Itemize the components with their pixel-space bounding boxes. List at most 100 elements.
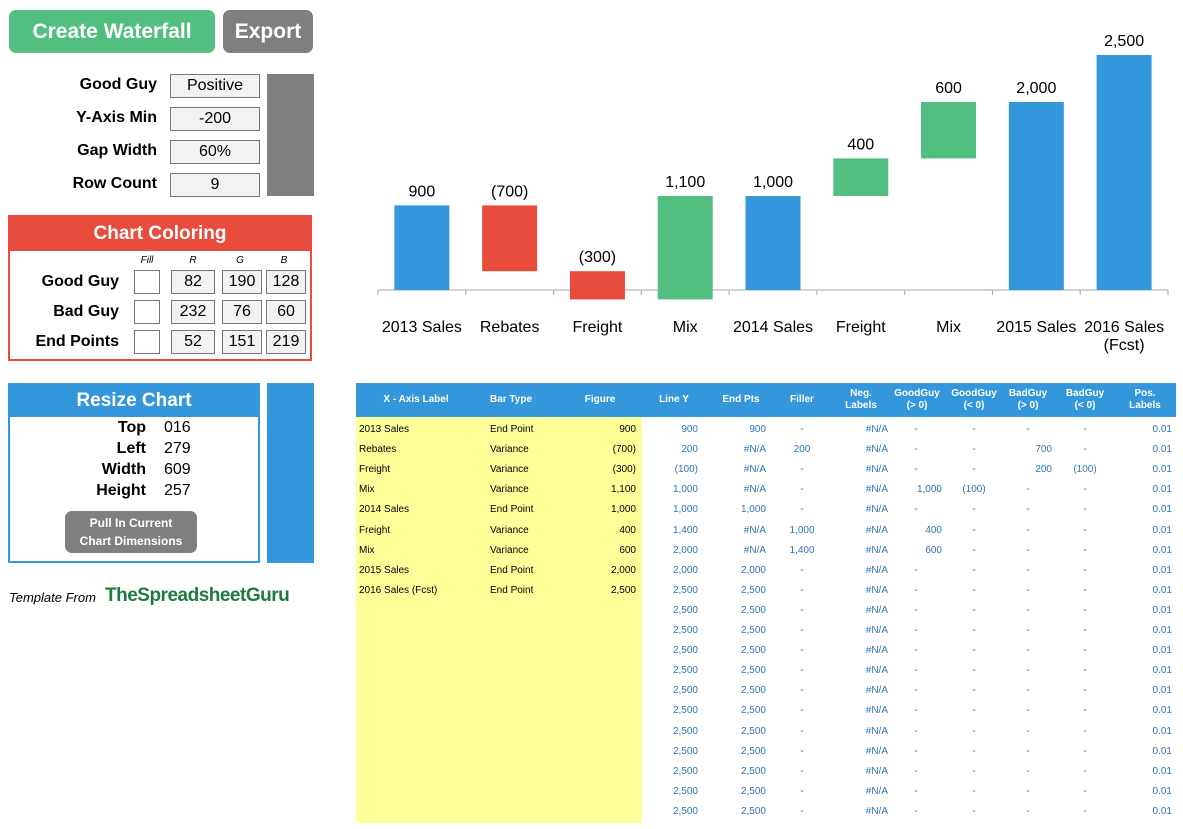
category-tick-label: Freight [573,319,623,336]
badguy-neg-cell: - [1083,665,1087,677]
input-columns-yellow [356,417,642,823]
template-credit-brand[interactable]: TheSpreadsheetGuru [105,585,290,606]
line-y-cell: 2,500 [672,665,698,677]
waterfall-bar[interactable] [1008,102,1064,290]
figure-cell[interactable]: 900 [619,424,636,435]
color-b-input[interactable]: 219 [266,330,306,354]
category-tick-label: 2016 Sales [1084,319,1164,336]
x-axis-label-cell[interactable]: Rebates [359,444,397,456]
template-credit-prefix: Template From [9,590,96,605]
goodguy-pos-cell: - [914,805,918,817]
color-r-input[interactable]: 82 [171,270,215,294]
category-tick-label: Mix [673,319,698,336]
figure-cell[interactable]: 1,100 [610,484,636,496]
waterfall-bar[interactable] [833,158,889,196]
x-axis-label-cell[interactable]: Freight [359,524,391,536]
table-column-header: Filler [790,394,814,405]
category-tick-label: 2014 Sales [733,319,813,336]
badguy-neg-cell: - [1083,584,1087,596]
line-y-cell: 1,000 [672,504,698,516]
fill-checkbox[interactable] [134,300,160,324]
resize-value[interactable]: 279 [164,440,191,457]
figure-cell[interactable]: 2,500 [610,584,636,596]
badguy-pos-cell: - [1026,625,1030,636]
waterfall-bar[interactable] [394,205,450,290]
end-pts-cell: 2,500 [740,745,766,757]
goodguy-neg-cell: (100) [962,484,986,496]
goodguy-pos-cell: - [914,584,918,596]
setting-input[interactable]: 9 [170,173,260,197]
x-axis-label-cell[interactable]: 2016 Sales (Fcst) [359,584,438,596]
bar-type-cell[interactable]: Variance [490,464,529,476]
color-b-input[interactable]: 60 [266,300,306,324]
line-y-cell: 2,500 [672,705,698,717]
setting-input[interactable]: Positive [170,74,260,98]
export-button[interactable]: Export [223,10,313,53]
waterfall-bar[interactable] [1096,55,1152,290]
waterfall-bar[interactable] [657,196,713,300]
table-column-header: GoodGuy (< 0) [951,388,997,411]
goodguy-neg-cell: - [972,705,976,717]
filler-cell: - [800,604,804,616]
x-axis-label-cell[interactable]: Freight [359,464,391,476]
table-column-header: GoodGuy (> 0) [894,388,940,411]
figure-cell[interactable]: (300) [612,464,636,476]
bar-type-cell[interactable]: End Point [490,584,534,596]
pos-labels-cell: 0.01 [1152,705,1172,717]
figure-cell[interactable]: 1,000 [610,504,636,516]
bar-type-cell[interactable]: Variance [490,544,529,556]
badguy-neg-cell: - [1083,705,1087,717]
bar-type-cell[interactable]: End Point [490,424,534,435]
waterfall-bar[interactable] [921,102,977,159]
bar-type-cell[interactable]: End Point [490,564,534,576]
color-b-input[interactable]: 128 [266,270,306,294]
setting-input[interactable]: -200 [170,107,260,131]
bar-type-cell[interactable]: End Point [490,504,534,516]
line-y-cell: 2,000 [672,544,698,556]
figure-cell[interactable]: (700) [612,444,636,456]
goodguy-neg-cell: - [972,745,976,757]
neg-labels-cell: #N/A [865,424,888,435]
badguy-pos-cell: - [1026,424,1030,435]
badguy-neg-cell: - [1083,685,1087,697]
badguy-pos-cell: - [1026,725,1030,737]
x-axis-label-cell[interactable]: Mix [359,544,375,556]
resize-value[interactable]: 016 [164,419,191,436]
bar-type-cell[interactable]: Variance [490,444,529,456]
fill-checkbox[interactable] [134,270,160,294]
goodguy-pos-cell: - [914,504,918,516]
waterfall-chart[interactable]: 900 2013 Sales (700) Rebates (300) Freight 1,1… [330,10,1183,360]
bar-data-label: 600 [935,80,962,97]
bar-type-cell[interactable]: Variance [490,524,529,536]
color-r-input[interactable]: 52 [171,330,215,354]
figure-cell[interactable]: 600 [619,544,636,556]
resize-label: Left [116,440,146,457]
x-axis-label-cell[interactable]: 2013 Sales [359,424,410,435]
x-axis-label-cell[interactable]: 2014 Sales [359,504,410,516]
resize-value[interactable]: 609 [164,461,191,478]
pull-dimensions-button[interactable]: Pull In Current Chart Dimensions [65,511,197,553]
waterfall-bar[interactable] [569,271,625,300]
color-g-input[interactable]: 76 [222,300,262,324]
x-axis-label-cell[interactable]: Mix [359,484,375,496]
color-g-input[interactable]: 190 [222,270,262,294]
line-y-cell: 2,500 [672,765,698,777]
resize-value[interactable]: 257 [164,482,191,499]
bar-type-cell[interactable]: Variance [490,484,529,496]
bar-data-label: 400 [847,136,874,153]
color-r-input[interactable]: 232 [171,300,215,324]
x-axis-label-cell[interactable]: 2015 Sales [359,564,410,576]
goodguy-neg-cell: - [972,645,976,657]
create-waterfall-button[interactable]: Create Waterfall [9,10,215,53]
fill-checkbox[interactable] [134,330,160,354]
color-g-input[interactable]: 151 [222,330,262,354]
waterfall-bar[interactable] [482,205,538,272]
badguy-neg-cell: - [1083,785,1087,797]
end-pts-cell: 2,500 [740,685,766,697]
figure-cell[interactable]: 2,000 [610,564,636,576]
setting-input[interactable]: 60% [170,140,260,164]
waterfall-bar[interactable] [745,196,801,290]
end-pts-cell: #N/A [743,464,766,476]
figure-cell[interactable]: 400 [619,524,636,536]
filler-cell: - [800,645,804,657]
